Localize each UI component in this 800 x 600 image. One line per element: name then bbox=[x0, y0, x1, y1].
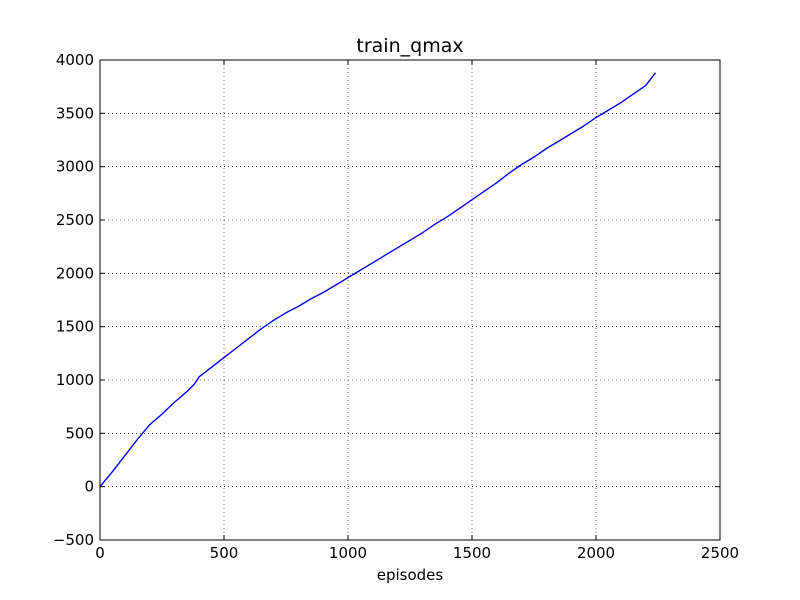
x-tick-label: 2500 bbox=[701, 544, 739, 562]
series-line bbox=[99, 72, 657, 488]
chart-title: train_qmax bbox=[356, 35, 463, 57]
y-tick-label: 0 bbox=[84, 478, 94, 496]
y-tick-label: 1500 bbox=[56, 318, 94, 336]
x-tick-label: 2000 bbox=[577, 544, 615, 562]
tick-layer: 0 500 1000 1500 2000 2500−5000500100015002000… bbox=[53, 51, 739, 562]
x-tick-label: 500 bbox=[210, 544, 239, 562]
y-tick-label: 3000 bbox=[56, 158, 94, 176]
y-tick-label: 1000 bbox=[56, 371, 94, 389]
x-tick-label: 0 bbox=[95, 544, 105, 562]
grid-layer bbox=[100, 60, 720, 540]
x-tick-label: 1500 bbox=[453, 544, 491, 562]
y-tick-label: 2000 bbox=[56, 264, 94, 282]
y-tick-label: 3500 bbox=[56, 104, 94, 122]
x-tick-label: 1000 bbox=[329, 544, 367, 562]
plot-layer bbox=[99, 72, 657, 488]
y-tick-label: 4000 bbox=[56, 51, 94, 69]
y-tick-label: 500 bbox=[65, 424, 94, 442]
axes-frame bbox=[99, 59, 721, 541]
y-tick-label: −500 bbox=[53, 531, 94, 549]
x-axis-title: episodes bbox=[377, 566, 444, 584]
y-tick-label: 2500 bbox=[56, 211, 94, 229]
